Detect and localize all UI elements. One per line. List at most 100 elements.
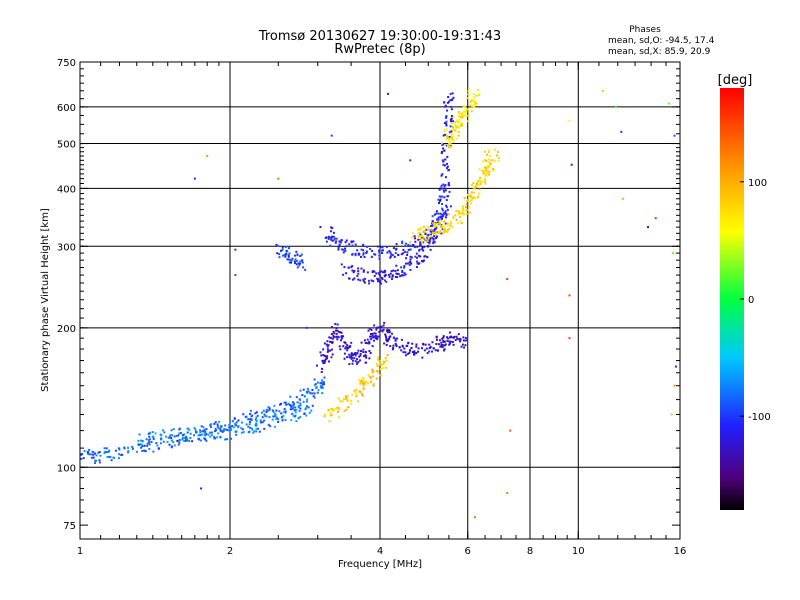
data-point xyxy=(437,216,440,219)
data-point xyxy=(404,273,407,276)
data-point xyxy=(325,240,328,243)
data-point xyxy=(379,279,382,282)
data-point xyxy=(263,427,266,430)
data-point xyxy=(397,253,400,256)
data-point xyxy=(383,269,386,272)
data-point xyxy=(313,392,316,395)
data-point xyxy=(335,332,338,335)
data-point xyxy=(447,168,450,171)
data-point xyxy=(389,255,392,258)
data-point xyxy=(305,405,308,408)
data-point xyxy=(372,383,375,386)
data-point xyxy=(362,252,365,255)
data-point xyxy=(377,335,380,338)
data-point xyxy=(170,437,173,440)
data-point xyxy=(205,432,208,435)
data-point xyxy=(670,413,673,416)
data-point xyxy=(289,408,292,411)
data-point xyxy=(356,358,359,361)
data-point xyxy=(478,180,481,183)
data-point xyxy=(440,150,443,153)
data-point xyxy=(449,120,452,123)
data-point xyxy=(450,220,453,223)
data-point xyxy=(261,421,264,424)
data-point xyxy=(375,272,378,275)
data-point xyxy=(272,415,275,418)
data-point xyxy=(366,338,369,341)
data-point xyxy=(506,491,509,494)
data-point xyxy=(467,198,470,201)
data-point xyxy=(294,258,297,261)
data-point xyxy=(354,360,357,363)
data-point xyxy=(440,184,443,187)
data-point xyxy=(428,350,431,353)
data-point xyxy=(439,219,442,222)
data-point xyxy=(433,232,436,235)
data-point xyxy=(344,341,347,344)
data-point xyxy=(320,381,323,384)
data-point xyxy=(452,96,455,99)
data-point xyxy=(438,339,441,342)
data-point xyxy=(346,344,349,347)
data-point xyxy=(357,400,360,403)
data-point xyxy=(155,442,158,445)
data-point xyxy=(203,429,206,432)
data-point xyxy=(492,169,495,172)
data-point xyxy=(229,425,232,428)
data-point xyxy=(387,329,390,332)
data-point xyxy=(391,277,394,280)
data-point xyxy=(330,356,333,359)
data-point xyxy=(379,280,382,283)
data-point xyxy=(401,240,404,243)
data-point xyxy=(354,389,357,392)
data-point xyxy=(401,270,404,273)
data-point xyxy=(467,93,470,96)
data-point xyxy=(255,416,258,419)
data-point xyxy=(90,453,93,456)
data-point xyxy=(418,248,421,251)
data-point xyxy=(439,230,442,233)
data-point xyxy=(411,236,414,239)
data-point xyxy=(429,237,432,240)
data-point xyxy=(434,223,437,226)
data-point xyxy=(465,339,468,342)
data-point xyxy=(313,396,316,399)
data-point xyxy=(185,439,188,442)
data-point xyxy=(389,345,392,348)
data-point xyxy=(448,135,451,138)
data-point xyxy=(488,170,491,173)
data-point xyxy=(333,408,336,411)
data-point xyxy=(396,269,399,272)
data-point xyxy=(229,428,232,431)
data-point xyxy=(486,165,489,168)
data-point xyxy=(292,404,295,407)
data-point xyxy=(330,332,333,335)
data-point xyxy=(320,354,323,357)
data-point xyxy=(418,228,421,231)
data-point xyxy=(484,174,487,177)
data-point xyxy=(338,240,341,243)
data-point xyxy=(360,248,363,251)
data-point xyxy=(391,274,394,277)
data-point xyxy=(431,236,434,239)
data-point xyxy=(445,336,448,339)
data-point xyxy=(337,246,340,249)
data-point xyxy=(297,405,300,408)
data-point xyxy=(441,195,444,198)
data-point xyxy=(329,336,332,339)
data-point xyxy=(286,258,289,261)
data-point xyxy=(162,429,165,432)
data-point xyxy=(368,375,371,378)
data-point xyxy=(424,230,427,233)
data-point xyxy=(485,174,488,177)
data-point xyxy=(335,237,338,240)
data-point xyxy=(435,218,438,221)
data-point xyxy=(419,241,422,244)
data-point xyxy=(302,400,305,403)
data-point xyxy=(460,222,463,225)
data-point xyxy=(429,248,432,251)
data-point xyxy=(416,260,419,263)
data-point xyxy=(301,394,304,397)
data-point xyxy=(568,294,571,297)
data-point xyxy=(348,353,351,356)
